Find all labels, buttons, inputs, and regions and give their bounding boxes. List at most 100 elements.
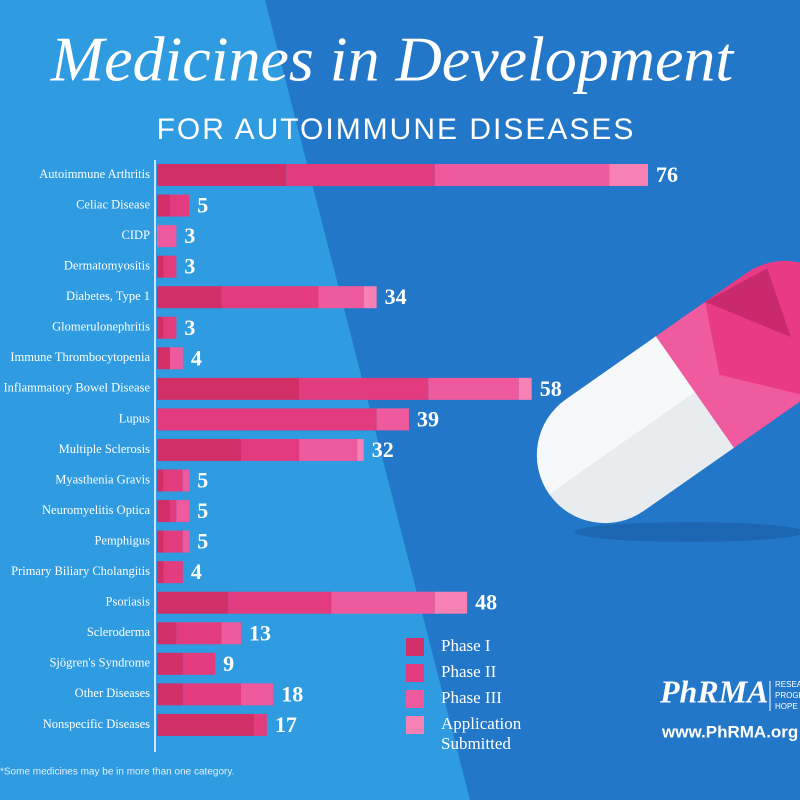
total-label: 34 (385, 284, 407, 309)
bar-segment (182, 469, 190, 492)
legend: Phase I Phase II Phase III Application Subm… (406, 636, 556, 760)
title: Medicines in Development (50, 24, 736, 95)
bar-segment (609, 164, 648, 186)
total-label: 5 (197, 529, 208, 554)
total-label: 76 (656, 162, 678, 187)
bar-segment (434, 591, 468, 614)
bar-segment (182, 530, 190, 553)
total-label: 18 (281, 681, 303, 706)
footnote: *Some medicines may be in more than one … (0, 767, 234, 778)
bar-segment (240, 438, 300, 461)
bar-segment (163, 255, 177, 278)
bar-segment (169, 347, 183, 370)
legend-swatch (406, 638, 424, 656)
bar-segment (428, 377, 519, 400)
bar-segment (163, 469, 183, 492)
bar-segment (299, 377, 429, 400)
bar-segment (357, 438, 364, 461)
legend-swatch (406, 664, 424, 682)
bar-segment (157, 286, 222, 309)
bar-segment (157, 530, 164, 553)
bar-segment (182, 683, 241, 706)
total-label: 13 (249, 620, 271, 645)
logo: PhRMA (659, 673, 768, 709)
bar-segment (376, 408, 409, 431)
pill-shadow (575, 522, 800, 542)
legend-label: Phase II (441, 662, 497, 681)
bar-segment (518, 377, 532, 400)
total-label: 3 (184, 254, 195, 279)
bar-segment (253, 713, 267, 736)
category-label: Scleroderma (87, 625, 151, 639)
legend-label: Phase I (441, 636, 491, 655)
bar-segment (157, 438, 241, 461)
bar-segment (240, 683, 274, 706)
bar-segment (157, 225, 177, 248)
category-label: Dermatomyositis (64, 259, 150, 273)
category-label: Immune Thrombocytopenia (10, 350, 150, 364)
total-label: 9 (223, 651, 234, 676)
bar-segment (157, 591, 229, 614)
total-label: 48 (475, 590, 497, 615)
category-label: Pemphigus (94, 533, 150, 547)
bar-segment (157, 469, 164, 492)
total-label: 5 (197, 193, 208, 218)
bar-segment (157, 255, 164, 278)
bar-segment (299, 438, 358, 461)
bar-segment (169, 194, 190, 217)
total-label: 39 (417, 406, 439, 431)
pill-facet (536, 336, 695, 495)
category-label: Other Diseases (75, 686, 150, 700)
bar-segment (157, 713, 254, 736)
legend-label: Phase III (441, 688, 502, 707)
category-label: Psoriasis (106, 595, 151, 609)
total-label: 4 (191, 559, 202, 584)
total-label: 58 (540, 376, 562, 401)
legend-item: Phase I (406, 636, 556, 656)
bar-segment (157, 622, 177, 645)
category-label: CIDP (122, 228, 151, 242)
bar-segment (157, 652, 183, 675)
pill-facet (655, 301, 800, 448)
bar-segment (157, 683, 183, 706)
bar-segment (157, 377, 300, 400)
category-label: Inflammatory Bowel Disease (4, 381, 151, 395)
bar-segment (176, 500, 190, 523)
category-label: Neuromyelitis Optica (42, 503, 150, 517)
bar-segment (176, 622, 222, 645)
tagline: PROGRESS (775, 691, 800, 700)
bar-segment (157, 561, 164, 584)
bar-segment (157, 347, 170, 370)
bar-segment (157, 500, 170, 523)
bar-segment (318, 286, 364, 309)
total-label: 5 (197, 498, 208, 523)
url: www.PhRMA.org (661, 722, 798, 741)
category-label: Diabetes, Type 1 (66, 289, 150, 303)
bar-segment (163, 561, 183, 584)
legend-label: Application Submitted (441, 714, 522, 753)
category-label: Primary Biliary Cholangitis (11, 564, 150, 578)
category-label: Celiac Disease (76, 197, 150, 211)
total-label: 5 (197, 468, 208, 493)
bar-segment (331, 591, 435, 614)
legend-item: Application Submitted (406, 714, 556, 754)
category-label: Sjögren's Syndrome (49, 656, 150, 670)
bar-segment (157, 194, 170, 217)
bar-segment (169, 500, 177, 523)
tagline: RESEARCH (775, 680, 800, 689)
bar-segment (363, 286, 377, 309)
bar-segment (163, 530, 183, 553)
category-label: Glomerulonephritis (52, 320, 150, 334)
pill (536, 260, 800, 542)
total-label: 3 (184, 223, 195, 248)
bar-segment (434, 164, 610, 186)
bar-segment (157, 408, 377, 431)
bar-segment (286, 164, 435, 186)
category-label: Lupus (119, 411, 150, 425)
total-label: 4 (191, 345, 202, 370)
category-label: Myasthenia Gravis (55, 472, 150, 486)
legend-swatch (406, 690, 424, 708)
legend-item: Phase II (406, 662, 556, 682)
